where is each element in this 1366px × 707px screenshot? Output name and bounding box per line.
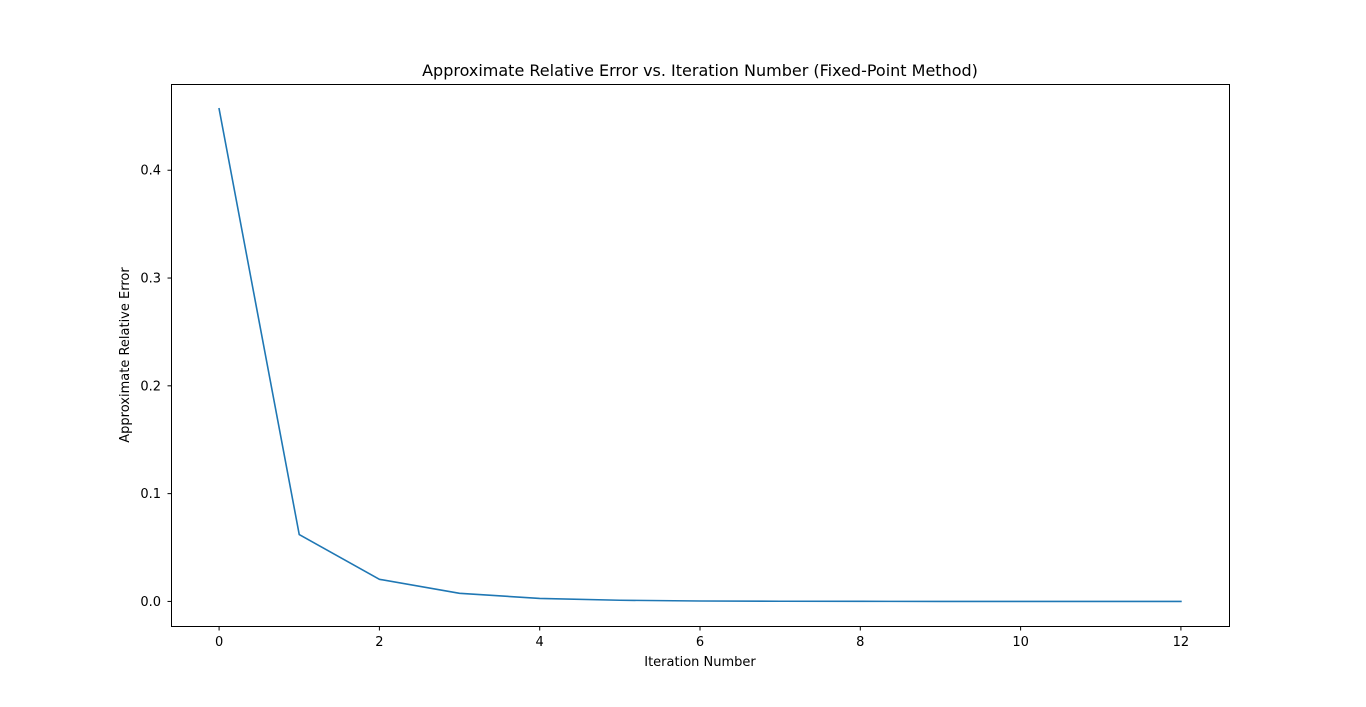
x-axis-ticks: 0 2 4 6 8 10 12 [215,626,1190,650]
plot-frame [171,84,1230,627]
x-tick-label: 12 [1173,635,1190,650]
x-axis-label: Iteration Number [644,655,756,670]
x-tick-label: 6 [696,635,704,650]
y-tick-label: 0.2 [140,379,161,394]
y-tick-label: 0.3 [140,272,161,287]
series-layer [218,107,1182,603]
y-tick-label: 0.0 [140,595,161,610]
x-tick-label: 2 [375,635,383,650]
y-axis-label: Approximate Relative Error [118,267,133,443]
x-tick-label: 4 [536,635,544,650]
x-tick-label: 0 [215,635,223,650]
x-tick-label: 10 [1012,635,1029,650]
y-tick-label: 0.1 [140,487,161,502]
x-tick-label: 8 [856,635,864,650]
plot-area [171,84,1230,627]
y-tick-label: 0.4 [140,164,161,179]
y-axis-ticks: 0.0 0.1 0.2 0.3 0.4 [140,164,172,610]
series-line [218,107,1182,603]
chart-title: Approximate Relative Error vs. Iteration… [422,61,978,80]
